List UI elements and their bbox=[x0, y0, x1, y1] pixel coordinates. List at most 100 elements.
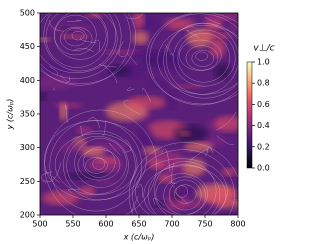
field-blob bbox=[53, 102, 84, 109]
field-blob bbox=[109, 64, 131, 76]
field-blob bbox=[59, 34, 90, 39]
field-blob bbox=[214, 115, 238, 132]
streamline bbox=[142, 88, 151, 102]
streamline bbox=[157, 25, 238, 95]
page: {"chart_data": {"type": "heatmap", "xlab… bbox=[5, 8, 275, 242]
streamline bbox=[67, 188, 80, 193]
streamline bbox=[189, 149, 208, 161]
streamline bbox=[71, 31, 85, 41]
y-axis-label: y (c/ωₚ) bbox=[6, 99, 15, 131]
streamline bbox=[149, 13, 238, 106]
x-tick-label: 750 bbox=[197, 220, 212, 229]
streamline bbox=[161, 148, 171, 173]
streamline bbox=[49, 120, 142, 212]
colorbar-tick-label: 0.6 bbox=[257, 100, 270, 109]
streamline bbox=[92, 157, 105, 170]
field-blob bbox=[132, 30, 149, 45]
field-blob bbox=[143, 146, 161, 155]
streamline bbox=[185, 45, 219, 71]
streamline bbox=[170, 182, 177, 188]
field-blob bbox=[209, 38, 226, 58]
y-tick-label: 350 bbox=[20, 110, 35, 119]
streamline bbox=[171, 162, 176, 184]
field-blob bbox=[173, 125, 208, 144]
streamline bbox=[80, 125, 83, 137]
field-blob bbox=[219, 204, 238, 215]
streamline bbox=[74, 138, 127, 188]
y-tick-label: 300 bbox=[20, 143, 35, 152]
streamline bbox=[66, 135, 129, 195]
streamline bbox=[124, 138, 132, 153]
streamline bbox=[163, 23, 238, 99]
chart: x (c/ωₚ) y (c/ωₚ) v⊥/c 500 550 600 650 700 75… bbox=[6, 9, 275, 242]
streamline bbox=[175, 192, 188, 204]
field-blob bbox=[126, 95, 166, 109]
streamline bbox=[204, 16, 221, 25]
y-tick-label: 250 bbox=[20, 177, 35, 186]
y-tick-label: 200 bbox=[20, 211, 35, 220]
field-blob bbox=[179, 131, 192, 137]
field-blob bbox=[137, 127, 154, 147]
y-tick-label: 500 bbox=[20, 9, 35, 18]
streamline bbox=[126, 13, 144, 19]
streamline bbox=[54, 13, 107, 60]
field-blob bbox=[214, 63, 231, 80]
streamline bbox=[191, 50, 214, 67]
field bbox=[40, 13, 238, 215]
field-blob bbox=[42, 190, 80, 206]
colorbar-tick-label: 0.2 bbox=[257, 142, 270, 151]
field-blob bbox=[59, 102, 68, 122]
x-tick-label: 700 bbox=[164, 220, 179, 229]
streamline bbox=[153, 198, 165, 206]
streamline bbox=[82, 147, 116, 178]
streamline bbox=[128, 142, 238, 215]
field-blob bbox=[96, 178, 117, 186]
field-blob bbox=[64, 172, 108, 180]
colorbar bbox=[246, 61, 253, 169]
streamline bbox=[154, 161, 217, 215]
colorbar-label: v⊥/c bbox=[253, 44, 274, 54]
streamline bbox=[186, 29, 200, 38]
field-blob bbox=[152, 200, 168, 208]
field-blob bbox=[136, 51, 177, 69]
streamline bbox=[175, 185, 188, 198]
field-blob bbox=[184, 141, 213, 152]
streamline bbox=[42, 162, 62, 182]
field-blob bbox=[132, 13, 145, 29]
streamline bbox=[40, 171, 53, 183]
field-blob bbox=[40, 74, 76, 90]
streamline bbox=[102, 120, 106, 136]
streamline bbox=[135, 158, 228, 215]
streamline bbox=[126, 53, 137, 65]
streamline bbox=[173, 29, 236, 87]
streamline bbox=[143, 165, 226, 215]
streamline bbox=[147, 164, 221, 215]
field-blob bbox=[202, 13, 238, 21]
streamline bbox=[164, 44, 174, 56]
y-tick-label: 450 bbox=[20, 42, 35, 51]
field-blob bbox=[172, 84, 208, 89]
streamline bbox=[126, 87, 135, 91]
field-blob bbox=[221, 168, 237, 176]
field-blob bbox=[40, 92, 47, 101]
streamline bbox=[85, 157, 108, 174]
streamline bbox=[146, 13, 238, 105]
x-tick-label: 650 bbox=[131, 220, 146, 229]
streamline bbox=[177, 33, 230, 83]
x-tick-label: 500 bbox=[32, 220, 47, 229]
streamline bbox=[44, 120, 147, 201]
streamline bbox=[93, 39, 100, 52]
field-blob bbox=[180, 200, 206, 208]
streamline bbox=[131, 195, 139, 213]
streamline bbox=[65, 104, 68, 123]
streamline bbox=[40, 13, 137, 84]
field-blob bbox=[182, 158, 206, 177]
streamline bbox=[40, 13, 131, 86]
streamline bbox=[77, 149, 121, 181]
field-blob bbox=[165, 195, 188, 211]
streamline bbox=[216, 111, 237, 131]
streamline bbox=[45, 13, 109, 68]
field-blob bbox=[195, 32, 233, 39]
streamline bbox=[87, 117, 101, 129]
streamline bbox=[195, 51, 208, 61]
